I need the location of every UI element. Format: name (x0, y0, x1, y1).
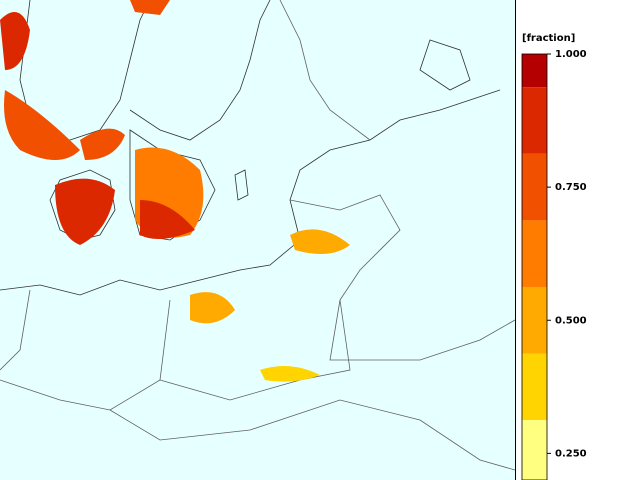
colorbar-band (522, 54, 547, 88)
coastline (129, 0, 271, 141)
colorbar-tick-label: 0.750 (555, 182, 587, 193)
colorbar-band (522, 87, 547, 154)
map (0, 0, 516, 471)
field-area (55, 178, 115, 245)
field-area (0, 12, 30, 70)
field-area (290, 229, 350, 254)
colorbar-band (522, 220, 547, 287)
colorbar-band (522, 286, 547, 354)
field-area (4, 90, 80, 160)
field-area (130, 0, 170, 15)
colorbar-band (522, 153, 547, 221)
border (329, 299, 516, 361)
colorbar-band (522, 420, 547, 480)
colorbar (521, 53, 548, 480)
field-area (80, 128, 125, 160)
colorbar-tick-label: 0.250 (555, 448, 587, 459)
border (289, 194, 401, 301)
colorbar-tick-label: 0.500 (555, 315, 587, 326)
coastline (419, 39, 471, 91)
colorbar-tick-label: 1.000 (555, 49, 587, 60)
field-area (260, 366, 320, 382)
border (109, 399, 516, 471)
coastline (19, 0, 151, 151)
colorbar-unit: [fraction] (522, 33, 575, 44)
colorbar-band (522, 353, 547, 421)
border (0, 289, 31, 371)
border (0, 379, 161, 411)
field-area (140, 200, 195, 239)
border (159, 299, 351, 401)
field-area (190, 292, 235, 324)
border (279, 0, 371, 141)
colorbar-frame (521, 53, 548, 480)
coastline (234, 169, 249, 201)
